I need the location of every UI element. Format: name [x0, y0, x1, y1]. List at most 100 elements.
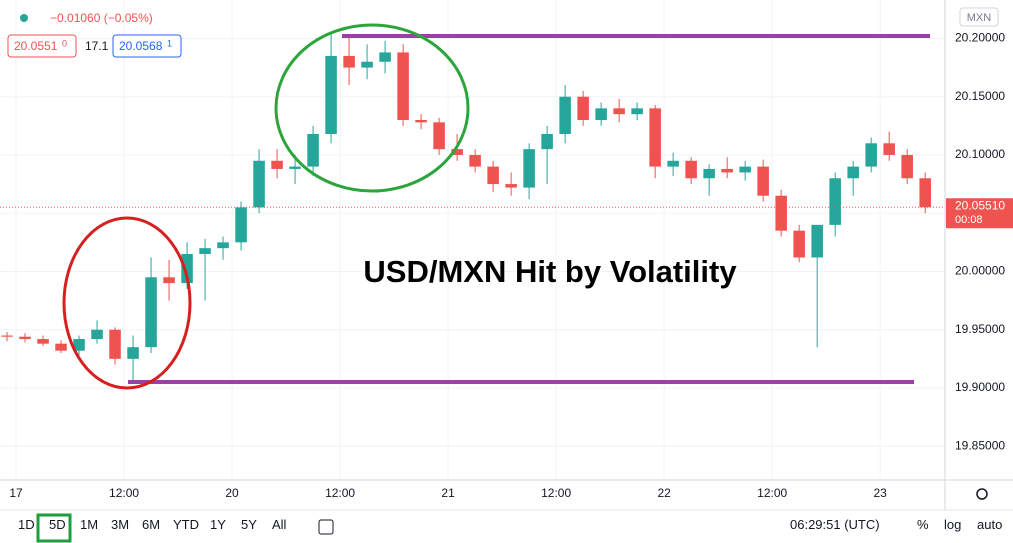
candle-body: [811, 224, 823, 258]
candle-body: [721, 168, 733, 173]
selected-range-box: [36, 513, 72, 543]
auto-toggle[interactable]: auto: [977, 517, 1003, 532]
x-tick-label: 21: [441, 486, 455, 500]
date-range-icon[interactable]: [318, 519, 334, 535]
status-dot: [20, 14, 28, 22]
x-tick-label: 12:00: [757, 486, 787, 500]
bid: 20.0551: [14, 39, 58, 53]
x-tick-label: 12:00: [541, 486, 571, 500]
annotation-title: USD/MXN Hit by Volatility: [363, 254, 737, 289]
y-tick-label: 20.10000: [955, 147, 1005, 161]
y-tick-label: 19.85000: [955, 438, 1005, 452]
candle-body: [667, 160, 679, 167]
settings-icon[interactable]: [976, 488, 988, 500]
candle-body: [469, 154, 481, 167]
candle-body: [523, 149, 535, 188]
candle-body: [145, 277, 157, 348]
countdown: 00:08: [955, 214, 983, 226]
range-button[interactable]: 6M: [142, 517, 161, 532]
currency: MXN: [967, 12, 992, 24]
x-tick-label: 20: [225, 486, 239, 500]
candle-body: [307, 133, 319, 167]
candle-body: [73, 339, 85, 351]
candle-body: [109, 329, 121, 359]
candle-body: [739, 166, 751, 173]
range-button[interactable]: 5Y: [241, 517, 257, 532]
candle-body: [577, 96, 589, 120]
bid-box[interactable]: [7, 34, 77, 58]
candle-body: [37, 339, 49, 344]
candle-body: [685, 160, 697, 179]
candle-body: [415, 120, 427, 123]
candle-body: [397, 52, 409, 120]
x-tick-label: 17: [9, 486, 23, 500]
y-tick-label: 20.15000: [955, 89, 1005, 103]
y-tick-label: 20.00000: [955, 264, 1005, 278]
y-tick-label: 19.90000: [955, 380, 1005, 394]
candle-body: [487, 166, 499, 185]
x-tick-label: 12:00: [325, 486, 355, 500]
ask-box[interactable]: [112, 34, 182, 58]
candle-body: [253, 160, 265, 208]
currency-button[interactable]: [959, 7, 999, 27]
bid-sup: 0: [62, 38, 67, 48]
ask-sup: 1: [167, 38, 172, 48]
candle-body: [649, 108, 661, 167]
candle-body: [793, 230, 805, 258]
candle-body: [217, 242, 229, 249]
percent-toggle[interactable]: %: [917, 517, 929, 532]
range-button[interactable]: YTD: [173, 517, 199, 532]
candle-body: [361, 61, 373, 68]
candle-body: [703, 168, 715, 179]
candle-body: [379, 52, 391, 62]
candle-body: [451, 149, 463, 155]
candle-body: [613, 108, 625, 115]
range-button[interactable]: All: [272, 517, 287, 532]
candle-body: [847, 166, 859, 179]
clock: 06:29:51 (UTC): [790, 517, 880, 532]
x-tick-label: 23: [874, 486, 888, 500]
candle-body: [19, 336, 31, 340]
last-price-box: [946, 198, 1013, 229]
candle-body: [127, 347, 139, 359]
x-tick-label: 12:00: [109, 486, 139, 500]
candle-body: [901, 154, 913, 179]
candle-body: [235, 207, 247, 243]
candle-body: [55, 343, 67, 351]
highlight-circle: [274, 23, 470, 193]
range-button[interactable]: 3M: [111, 517, 130, 532]
candle-body: [505, 184, 517, 188]
highlight-circle: [62, 216, 192, 390]
candle-body: [91, 329, 103, 340]
candle-body: [595, 108, 607, 120]
range-button[interactable]: 1M: [80, 517, 99, 532]
candle-body: [199, 248, 211, 254]
spread: 17.1: [85, 39, 109, 53]
candle-body: [289, 166, 301, 169]
candle-body: [343, 55, 355, 68]
candle-body: [559, 96, 571, 134]
candle-body: [181, 253, 193, 284]
range-button[interactable]: 1D: [18, 517, 35, 532]
last-price-label: 20.05510: [955, 198, 1005, 212]
x-tick-label: 22: [657, 486, 671, 500]
candle-body: [757, 166, 769, 196]
ask: 20.0568: [119, 39, 163, 53]
range-button[interactable]: 5D: [49, 517, 66, 532]
y-tick-label: 20.20000: [955, 31, 1005, 45]
range-button[interactable]: 1Y: [210, 517, 226, 532]
candle-body: [631, 108, 643, 115]
candle-body: [271, 160, 283, 169]
candle-body: [883, 143, 895, 155]
candle-body: [163, 277, 175, 284]
candle-body: [433, 122, 445, 150]
candle-body: [325, 55, 337, 134]
candle-body: [865, 143, 877, 167]
log-toggle[interactable]: log: [944, 517, 962, 532]
candle-body: [541, 133, 553, 150]
candle-body: [775, 195, 787, 231]
change: −0.01060 (−0.05%): [50, 11, 153, 25]
y-tick-label: 19.95000: [955, 322, 1005, 336]
